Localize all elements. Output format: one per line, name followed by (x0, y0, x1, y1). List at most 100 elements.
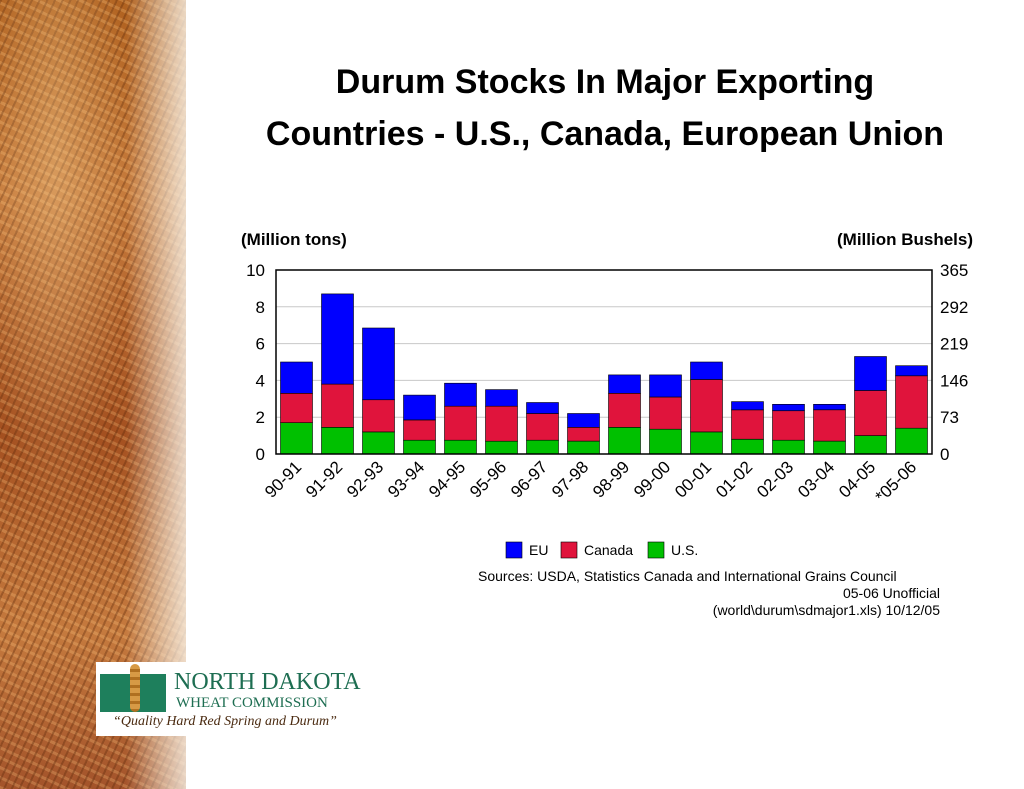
legend: EU Canada U.S. (505, 541, 698, 559)
bar-canada-0102 (731, 409, 764, 440)
bar-us-9596 (485, 440, 518, 455)
y-right-ticks: 0 73 146 219 292 365 (940, 261, 968, 464)
bar-us-9293 (362, 431, 395, 455)
y-right-tick-label: 146 (940, 371, 968, 390)
file-reference: (world\durum\sdmajor1.xls) 10/12/05 (712, 602, 940, 618)
bar-us-0102 (731, 438, 764, 455)
wheat-stalk-icon (130, 664, 140, 712)
title-line-2: Countries - U.S., Canada, European Union (265, 115, 945, 153)
y-left-tick-label: 6 (256, 335, 265, 354)
sources-line: Sources: USDA, Statistics Canada and Int… (478, 568, 897, 584)
plot-area-frame (275, 269, 933, 455)
bar-us-0405 (854, 435, 887, 455)
bar-us-0001 (690, 431, 723, 455)
bar-canada-0506 (895, 375, 928, 429)
bar-us-9697 (526, 439, 559, 455)
x-tick-label: 93-94 (384, 457, 428, 501)
bar-canada-0001 (690, 379, 723, 433)
x-tick-label: 90-91 (261, 457, 305, 501)
y-left-tick-label: 8 (256, 298, 265, 317)
bar-us-9394 (403, 439, 436, 455)
legend-label: Canada (584, 542, 633, 558)
legend-label: U.S. (671, 542, 698, 558)
title-line-1: Durum Stocks In Major Exporting (335, 63, 875, 101)
y-right-tick-label: 365 (940, 261, 968, 280)
bar-eu-0203 (772, 403, 805, 411)
legend-swatch (505, 541, 523, 559)
bar-us-0203 (772, 439, 805, 455)
y-right-axis-label: (Million Bushels) (837, 230, 973, 249)
x-tick-label: 98-99 (589, 457, 633, 501)
bar-eu-0405 (854, 356, 887, 391)
bar-eu-9192 (321, 293, 354, 385)
bar-canada-9798 (567, 426, 600, 442)
logo-org-line-1: NORTH DAKOTA (174, 669, 361, 695)
bar-canada-9899 (608, 392, 641, 428)
bar-us-9495 (444, 439, 477, 455)
y-right-tick-label: 0 (940, 445, 949, 464)
bar-us-9900 (649, 428, 682, 455)
x-tick-label: 97-98 (548, 457, 592, 501)
bar-canada-9394 (403, 419, 436, 441)
y-right-tick-label: 219 (940, 335, 968, 354)
x-tick-label: 99-00 (630, 457, 674, 501)
bar-eu-9899 (608, 374, 641, 394)
bar-canada-0203 (772, 410, 805, 441)
bars (280, 293, 928, 455)
bar-canada-9697 (526, 413, 559, 441)
legend-swatch (647, 541, 665, 559)
logo-org-line-2: WHEAT COMMISSION (176, 695, 328, 711)
x-tick-label: 03-04 (794, 457, 838, 501)
bar-canada-9192 (321, 383, 354, 428)
bar-us-9091 (280, 422, 313, 455)
bar-eu-0102 (731, 401, 764, 411)
bar-us-9798 (567, 440, 600, 455)
y-left-tick-label: 4 (256, 371, 265, 390)
bar-eu-9596 (485, 389, 518, 407)
bar-canada-0405 (854, 390, 887, 436)
cloth-texture (126, 0, 186, 789)
slide-title: Durum Stocks In Major Exporting Countrie… (200, 56, 1010, 160)
bar-canada-0304 (813, 409, 846, 442)
bar-us-0506 (895, 427, 928, 455)
x-tick-label: 00-01 (671, 457, 715, 501)
bar-eu-9697 (526, 402, 559, 414)
y-right-tick-label: 73 (940, 408, 959, 427)
legend-swatch (560, 541, 578, 559)
y-left-tick-label: 0 (256, 445, 265, 464)
sources-note: Sources: USDA, Statistics Canada and Int… (470, 568, 940, 619)
bar-eu-0304 (813, 403, 846, 411)
bar-canada-9596 (485, 405, 518, 442)
bar-eu-9394 (403, 394, 436, 421)
x-tick-label: 91-92 (302, 457, 346, 501)
bar-us-0304 (813, 440, 846, 455)
logo-tagline: “Quality Hard Red Spring and Durum” (113, 714, 337, 729)
y-right-tick-label: 292 (940, 298, 968, 317)
bar-us-9899 (608, 426, 641, 455)
x-axis-ticks: 90-9191-9292-9393-9494-9595-9696-9797-98… (261, 457, 920, 506)
y-left-tick-label: 10 (246, 261, 265, 280)
y-left-axis-label: (Million tons) (241, 230, 347, 249)
bar-canada-9293 (362, 399, 395, 433)
bar-canada-9091 (280, 392, 313, 423)
bar-eu-9798 (567, 413, 600, 428)
x-tick-label: 01-02 (712, 457, 756, 501)
bar-canada-9900 (649, 396, 682, 430)
x-tick-label: 92-93 (343, 457, 387, 501)
x-tick-label: *05-06 (871, 457, 920, 506)
state-wheat-emblem-icon (100, 664, 166, 712)
bar-eu-0001 (690, 361, 723, 380)
bar-eu-9495 (444, 382, 477, 407)
legend-label: EU (529, 542, 548, 558)
bar-eu-9900 (649, 374, 682, 398)
north-dakota-wheat-commission-logo: NORTH DAKOTA WHEAT COMMISSION “Quality H… (96, 662, 361, 736)
x-tick-label: 95-96 (466, 457, 510, 501)
x-tick-label: 94-95 (425, 457, 469, 501)
unofficial-note: 05-06 Unofficial (842, 585, 940, 601)
bar-eu-0506 (895, 365, 928, 377)
bar-eu-9293 (362, 327, 395, 401)
bar-canada-9495 (444, 405, 477, 441)
bar-us-9192 (321, 426, 354, 455)
bar-eu-9091 (280, 361, 313, 394)
